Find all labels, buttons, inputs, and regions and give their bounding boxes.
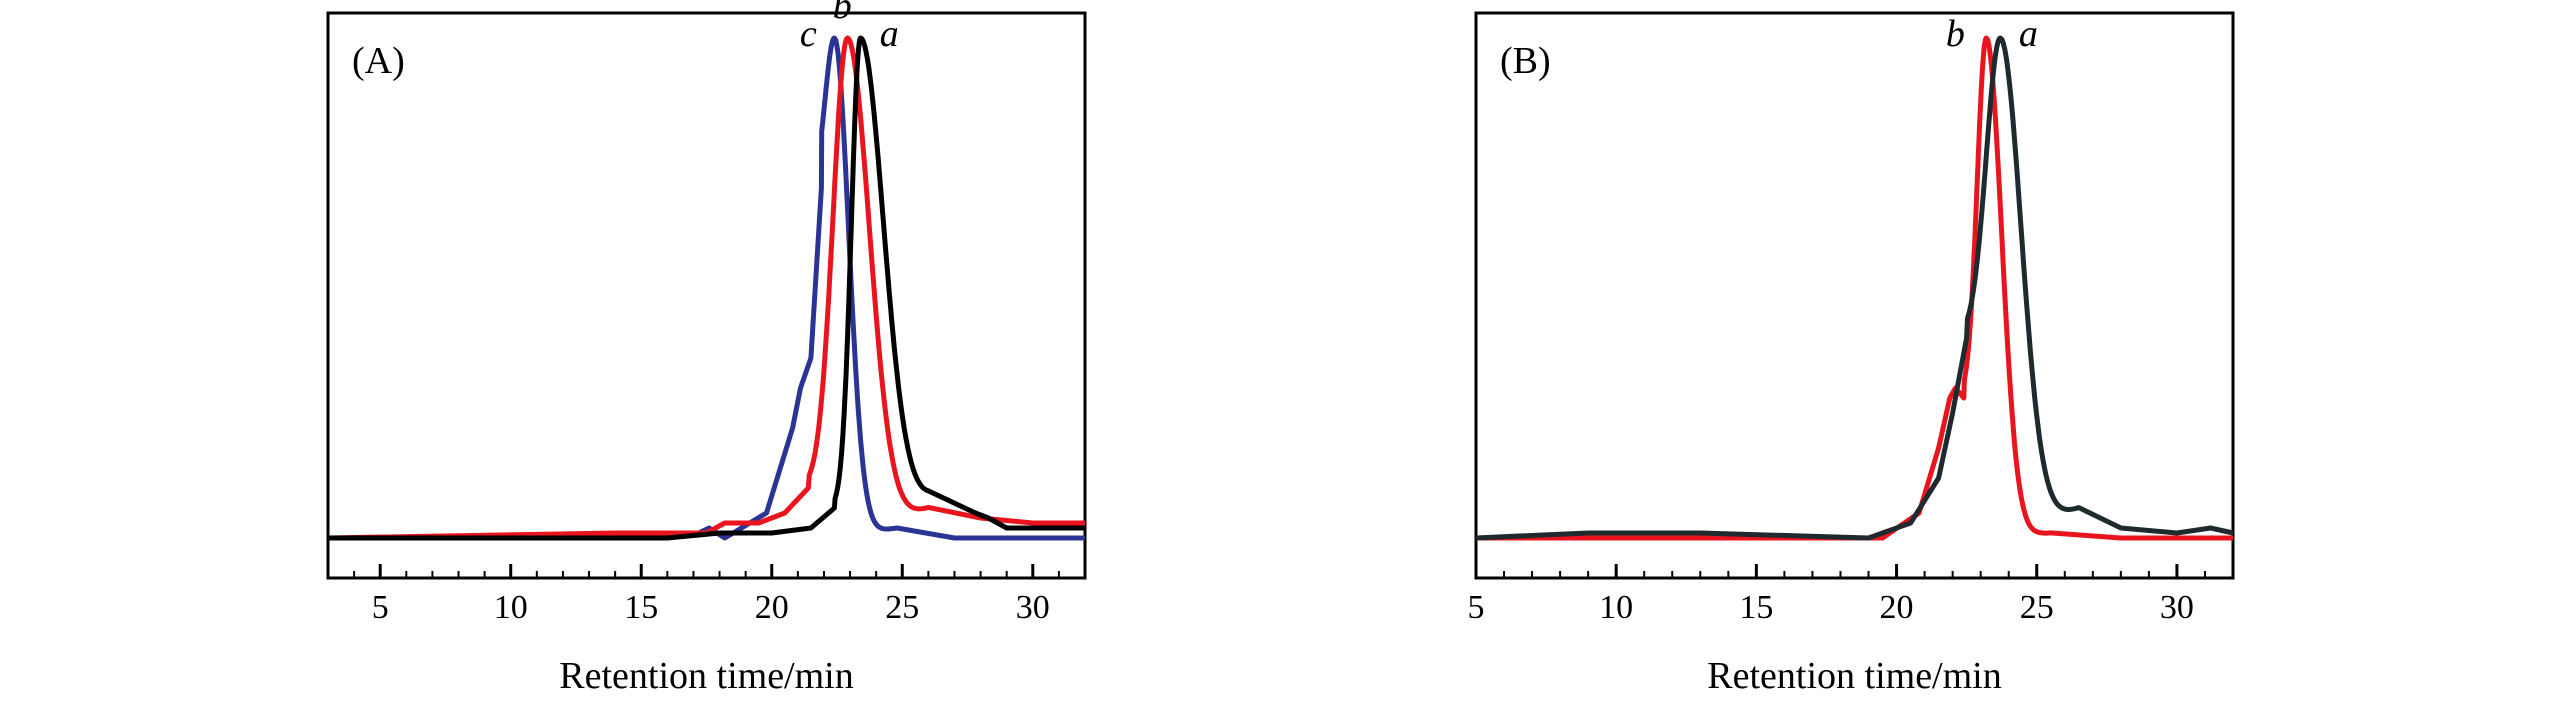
curve-label-a: a [880, 13, 899, 55]
x-tick-label: 15 [1739, 589, 1773, 626]
panel-label: (A) [352, 40, 405, 82]
curve-labels: a bc [800, 0, 899, 55]
curve-label-a: a [2019, 13, 2038, 55]
curves [327, 35, 1085, 541]
x-tick-label: 10 [494, 589, 528, 626]
chart-panel-b: 5 10 15 20 25 30 ab (B) Retention time/min [1468, 11, 2235, 697]
x-tick-label: 30 [2160, 589, 2194, 626]
x-tick-label: 5 [1468, 589, 1485, 626]
plot-frame [1474, 11, 2235, 580]
curve-label-b: b [833, 0, 852, 27]
x-ticks: 5 10 15 20 25 30 [327, 564, 1086, 626]
curve-labels: ab [1946, 13, 2038, 55]
series-line-a [1475, 35, 2234, 541]
series-line-a [328, 35, 1085, 541]
x-tick-label: 20 [755, 589, 789, 626]
panel-label: (B) [1500, 40, 1551, 82]
x-axis-title: Retention time/min [559, 655, 853, 697]
plot-frame [326, 11, 1087, 580]
x-tick-label: 20 [1880, 589, 1914, 626]
curve-label-c: c [800, 13, 817, 55]
x-tick-label: 5 [372, 589, 389, 626]
x-tick-label: 25 [2020, 589, 2054, 626]
series-line-c [328, 35, 1085, 541]
x-tick-label: 25 [885, 589, 919, 626]
curves [1475, 35, 2234, 541]
x-tick-label: 15 [624, 589, 658, 626]
x-axis-title: Retention time/min [1707, 655, 2001, 697]
series-line-b [1476, 35, 2233, 541]
series-line-b [327, 35, 1085, 541]
curve-label-b: b [1946, 13, 1965, 55]
x-tick-label: 30 [1016, 589, 1050, 626]
chart-panel-a: 5 10 15 20 25 30 a bc (A) Retention time/min [326, 0, 1087, 697]
x-ticks: 5 10 15 20 25 30 [1468, 564, 2234, 626]
x-tick-label: 10 [1599, 589, 1633, 626]
